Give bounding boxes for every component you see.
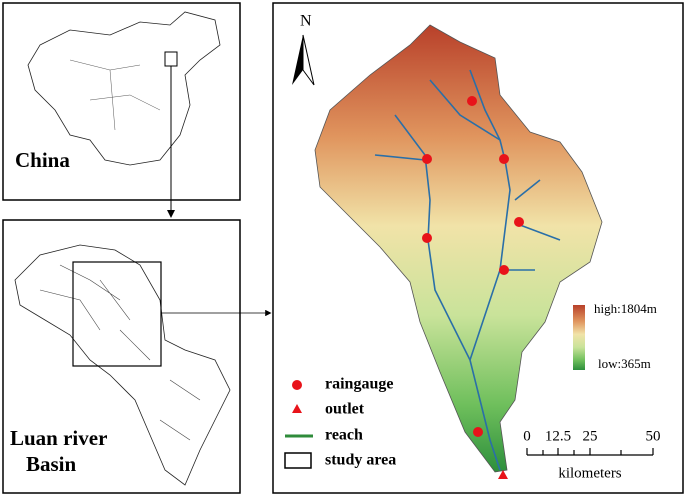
north-arrow — [292, 35, 303, 85]
scale-unit: kilometers — [558, 465, 621, 481]
elevation-ramp — [573, 305, 585, 370]
raingauges — [422, 96, 524, 437]
scale-tick-label: 50 — [646, 428, 661, 444]
raingauge — [473, 427, 483, 437]
basin-elevation — [314, 24, 603, 473]
scale-tick-label: 25 — [583, 428, 598, 444]
scale-tick-label: 0 — [523, 428, 531, 444]
legend-study-symbol — [284, 452, 312, 469]
elevation-low: low:365m — [598, 356, 651, 371]
luan-label: Luan river — [10, 426, 107, 450]
legend-label: outlet — [325, 401, 365, 418]
north-arrow — [302, 34, 315, 86]
legend-raingauge-symbol — [292, 380, 302, 390]
luan-study-box — [72, 261, 162, 367]
luan-panel — [2, 219, 241, 494]
legend-label: raingauge — [325, 376, 393, 393]
scale-bar — [526, 448, 654, 456]
luan-outline — [14, 244, 231, 486]
legend-outlet-symbol — [292, 404, 302, 413]
china-panel — [2, 2, 241, 201]
luan-label: Basin — [26, 452, 77, 476]
raingauge — [499, 154, 509, 164]
sub-basins — [39, 264, 201, 441]
raingauge — [514, 217, 524, 227]
china-label: China — [15, 148, 70, 172]
outlet — [498, 470, 508, 479]
elevation-high: high:1804m — [594, 301, 657, 316]
legend-label: reach — [325, 427, 363, 444]
legend-label: study area — [325, 452, 396, 469]
raingauge — [499, 265, 509, 275]
china-outline — [27, 11, 221, 166]
raingauge — [422, 233, 432, 243]
north-label: N — [300, 13, 312, 30]
scale-tick-label: 12.5 — [545, 428, 571, 444]
province-lines — [69, 59, 161, 131]
raingauge — [467, 96, 477, 106]
raingauge — [422, 154, 432, 164]
